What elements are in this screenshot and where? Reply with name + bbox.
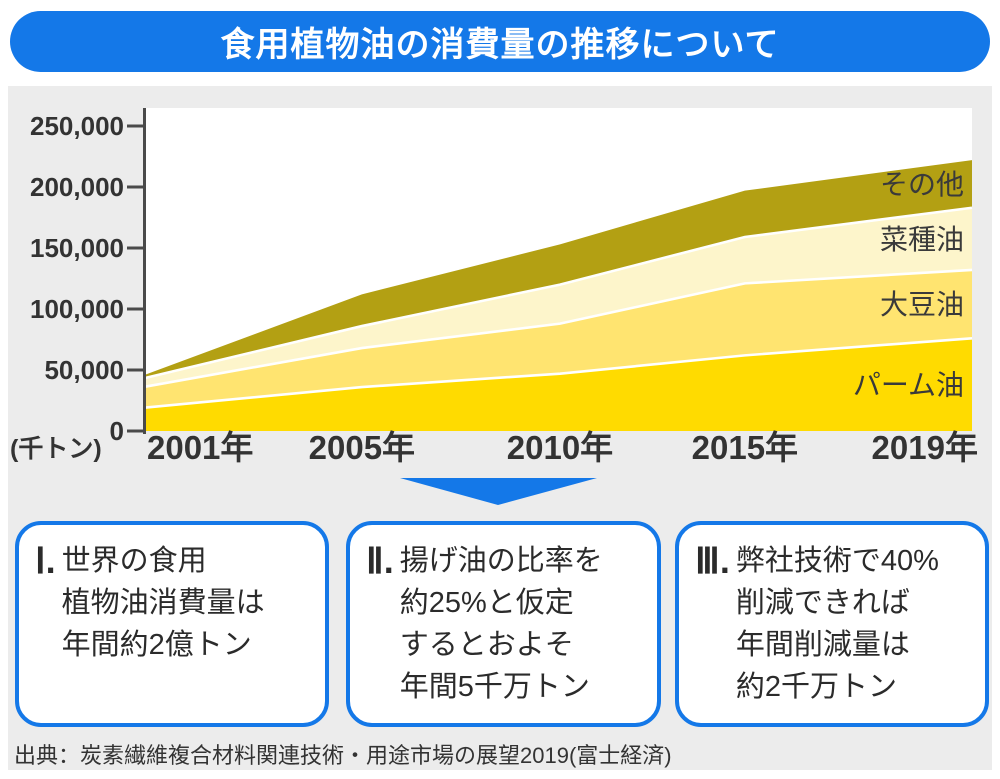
y-axis-tick-label: 200,000	[30, 172, 124, 202]
y-axis-tick-label: 150,000	[30, 233, 124, 263]
title-banner: 食用植物油の消費量の推移について	[10, 11, 990, 72]
callout-row: Ⅰ. 世界の食用植物油消費量は 年間約2億トン Ⅱ. 揚げ油の比率を 約25%と仮定…	[0, 521, 1000, 727]
y-axis-tick-label: 250,000	[30, 111, 124, 141]
down-arrow-shape	[400, 478, 597, 505]
callout-box-3: Ⅲ. 弊社技術で40% 削減できれば 年間削減量は 約2千万トン	[675, 521, 989, 727]
callout-text-2: 揚げ油の比率を 約25%と仮定 するとおよそ 年間5千万トン	[400, 540, 603, 708]
callout-line: 年間削減量は	[735, 629, 910, 661]
callout-box-1: Ⅰ. 世界の食用植物油消費量は 年間約2億トン	[15, 521, 329, 727]
callout-line: 揚げ油の比率を	[399, 545, 603, 577]
x-axis-year-label: 2005年	[309, 429, 415, 466]
y-axis-unit-label: (千トン)	[10, 435, 102, 463]
callout-numeral-1: Ⅰ.	[35, 540, 56, 581]
callout-line: 年間約2億トン	[61, 629, 252, 661]
callout-line: 約2千万トン	[735, 671, 897, 703]
callout-text-1: 世界の食用植物油消費量は 年間約2億トン	[62, 540, 265, 666]
soybean-oil-area-band	[143, 269, 972, 408]
callout-line: 年間5千万トン	[399, 671, 590, 703]
consumption-area-chart: 0 50,000 100,000 150,000 200,000 250,000 (千トン)…	[10, 108, 978, 466]
callout-line: 植物油消費量は	[61, 587, 265, 619]
rapeseed-oil-series-label: 菜種油	[880, 224, 964, 255]
down-arrow-icon	[400, 478, 597, 505]
callout-line: 約25%と仮定	[399, 587, 574, 619]
callout-text-3: 弊社技術で40% 削減できれば 年間削減量は 約2千万トン	[736, 540, 939, 708]
soybean-oil-series-label: 大豆油	[880, 289, 964, 320]
page-title: 食用植物油の消費量の推移について	[220, 26, 780, 64]
x-axis-year-label: 2015年	[692, 429, 798, 466]
callout-line: 世界の食用	[61, 545, 207, 577]
y-axis-tick-label: 100,000	[30, 294, 124, 324]
palm-oil-series-label: パーム油	[853, 370, 964, 401]
x-axis-year-label: 2010年	[507, 429, 613, 466]
callout-numeral-2: Ⅱ.	[366, 540, 394, 581]
band-separator-line	[142, 206, 973, 380]
palm-oil-area-band	[143, 338, 972, 431]
other-oils-area-band	[143, 160, 972, 379]
callout-numeral-3: Ⅲ.	[695, 540, 730, 581]
source-citation: 出典：炭素繊維複合材料関連技術・用途市場の展望2019(富士経済)	[14, 743, 672, 768]
band-separator-line	[142, 336, 973, 410]
other-oils-series-label: その他	[880, 169, 964, 200]
callout-line: するとおよそ	[399, 629, 574, 661]
band-separator-line	[142, 268, 973, 389]
y-axis-tick-label: 50,000	[44, 355, 124, 385]
callout-box-2: Ⅱ. 揚げ油の比率を 約25%と仮定 するとおよそ 年間5千万トン	[346, 521, 661, 727]
x-axis-year-label: 2001年	[147, 429, 253, 466]
rapeseed-oil-area-band	[143, 207, 972, 388]
y-axis-tick-label: 0	[110, 416, 124, 446]
callout-line: 削減できれば	[735, 587, 910, 619]
callout-line: 弊社技術で40%	[735, 545, 939, 577]
x-axis-year-label: 2019年	[872, 429, 978, 466]
